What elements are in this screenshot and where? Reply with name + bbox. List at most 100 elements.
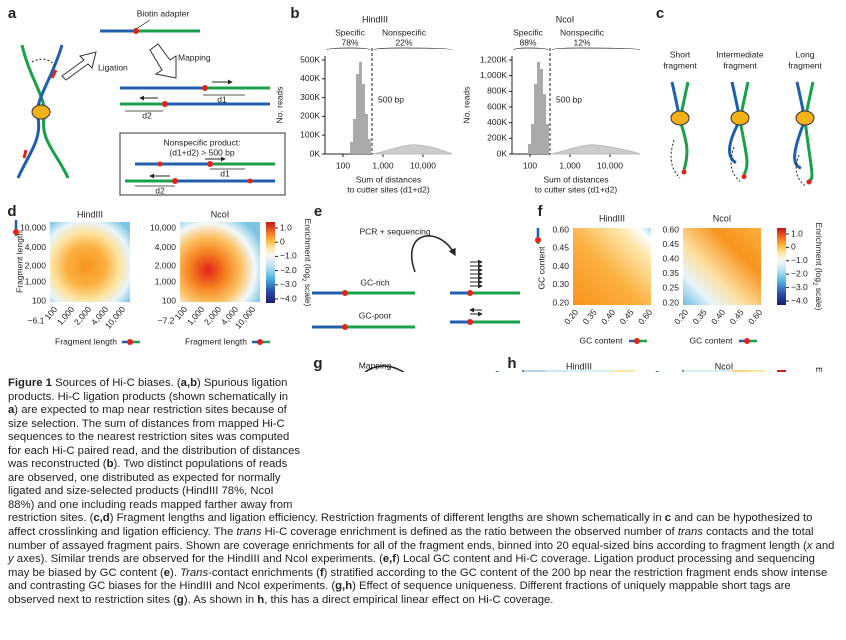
label: 22% <box>395 37 412 47</box>
y-tick-label: 0.45 <box>662 239 679 249</box>
panel-label: b <box>290 5 299 22</box>
y-tick-label: 1,000K <box>480 70 507 80</box>
shape <box>738 81 750 176</box>
arrow <box>61 51 97 81</box>
caption-spacer <box>300 377 838 499</box>
label: Fragment length <box>185 336 247 346</box>
heatmap-cell <box>699 370 717 372</box>
caption-text: y <box>8 553 14 566</box>
plot-title: HindIII <box>566 361 592 371</box>
caption-text: f <box>319 566 324 579</box>
x-tick-label: 0.20 <box>672 307 690 326</box>
label: 12% <box>573 37 590 47</box>
panel-label: a <box>8 5 17 22</box>
caption-text: ). As shown in <box>183 593 258 606</box>
heatmap-cell <box>715 370 733 372</box>
y-tick-label: 1,200K <box>480 54 507 64</box>
label: No. reads <box>274 87 284 124</box>
y-tick-label: 4,000 <box>25 242 47 252</box>
histogram-bar <box>534 84 537 154</box>
caption-text: ) Effect of sequence uniqueness. Differe… <box>8 580 791 606</box>
caption-text: c <box>664 512 672 525</box>
arrow <box>149 43 177 79</box>
caption-text: trans <box>677 526 703 539</box>
histogram-bar <box>546 124 549 154</box>
label: GC content <box>690 335 734 345</box>
plot-title: HindIII <box>77 209 103 219</box>
caption-text: Hi-C coverage enrichment is defined as t… <box>261 526 678 539</box>
x-tick-label: 0.45 <box>617 307 635 326</box>
shape <box>670 139 681 179</box>
caption-text: h <box>257 593 265 606</box>
label: 88% <box>519 37 536 47</box>
box <box>119 132 286 196</box>
corner-label: −7.2 <box>158 315 175 325</box>
histogram-bar <box>362 84 365 154</box>
caption-text: g,h <box>335 580 353 593</box>
caption-text: axes). Similar trends are observed for t… <box>13 553 383 566</box>
y-tick-label: 0.60 <box>552 224 569 234</box>
heatmap-cell <box>732 370 749 372</box>
colorbar-tick: 0 <box>280 236 285 246</box>
heatmap <box>180 222 260 302</box>
x-tick-label: 0.60 <box>636 307 654 326</box>
label: fragment <box>723 60 757 70</box>
shape <box>730 146 741 182</box>
histogram-bar <box>540 69 543 154</box>
restriction-site <box>741 174 747 180</box>
heatmap <box>573 228 651 305</box>
y-tick-label: 200K <box>300 111 320 121</box>
crosslink <box>670 110 690 126</box>
colorbar-tick: 1.0 <box>280 222 292 232</box>
label: Nonspecific product: <box>163 137 240 147</box>
histogram-bar <box>537 62 540 154</box>
caption-text: ) Local GC content and Hi-C coverage. Li… <box>8 553 815 579</box>
label: d2 <box>155 185 165 195</box>
shape <box>411 235 456 273</box>
histogram-bar <box>365 114 368 154</box>
label: d1 <box>220 168 230 178</box>
y-tick-label: 4,000 <box>155 242 177 252</box>
y-tick-label: 100 <box>162 295 176 305</box>
label: to cutter sites (d1+d2) <box>535 184 618 194</box>
x-tick-label: 1,000 <box>372 160 394 170</box>
y-tick-label: 0K <box>497 148 508 158</box>
colorbar-title: Enrichment (log2 scale) <box>811 367 823 372</box>
label: Mapping <box>178 52 211 62</box>
label: (d1+d2) > 500 bp <box>169 147 234 157</box>
caption-text: -contact enrichments ( <box>208 566 320 579</box>
histogram-bar <box>528 144 531 154</box>
y-tick-label: 10,000 <box>20 223 46 233</box>
restriction-site <box>535 237 541 243</box>
y-tick-label: 0.40 <box>552 261 569 271</box>
histogram-bar <box>531 124 534 154</box>
caption-text: , this has a direct empirical linear eff… <box>264 593 554 606</box>
caption-text: ) Spurious ligation products. Hi-C ligat… <box>8 377 289 403</box>
y-tick-label: 0.20 <box>662 297 679 307</box>
caption-text: trans <box>236 526 262 539</box>
histogram-bar <box>543 94 546 154</box>
x-tick-label: 0.40 <box>599 307 617 326</box>
colorbar-title-part: Enrichment (log <box>814 367 824 372</box>
y-tick-label: 0.30 <box>552 279 569 289</box>
colorbar-title-part: scale) <box>814 285 824 310</box>
shape <box>326 47 371 51</box>
shape <box>803 81 815 182</box>
label: GC-poor <box>359 310 392 320</box>
caption-text: a,b <box>180 377 197 389</box>
plot-title: NcoI <box>715 361 734 371</box>
caption-text: and can be hypothesized to affect crossl… <box>8 512 813 539</box>
plot-title: HindIII <box>362 14 388 24</box>
heatmap-cell <box>567 370 591 372</box>
restriction-site <box>157 161 163 167</box>
panel-label: f <box>538 203 544 220</box>
restriction-site <box>13 229 19 235</box>
histogram-bar <box>353 119 356 154</box>
colorbar-title-part: scale) <box>303 281 313 306</box>
label: Fragment length <box>55 336 117 346</box>
histogram-bar <box>368 139 371 154</box>
x-tick-label: 1,000 <box>559 160 581 170</box>
colorbar-title-part: 2 <box>811 282 817 286</box>
colorbar-tick: −3.0 <box>791 282 808 292</box>
heatmap <box>683 228 761 305</box>
